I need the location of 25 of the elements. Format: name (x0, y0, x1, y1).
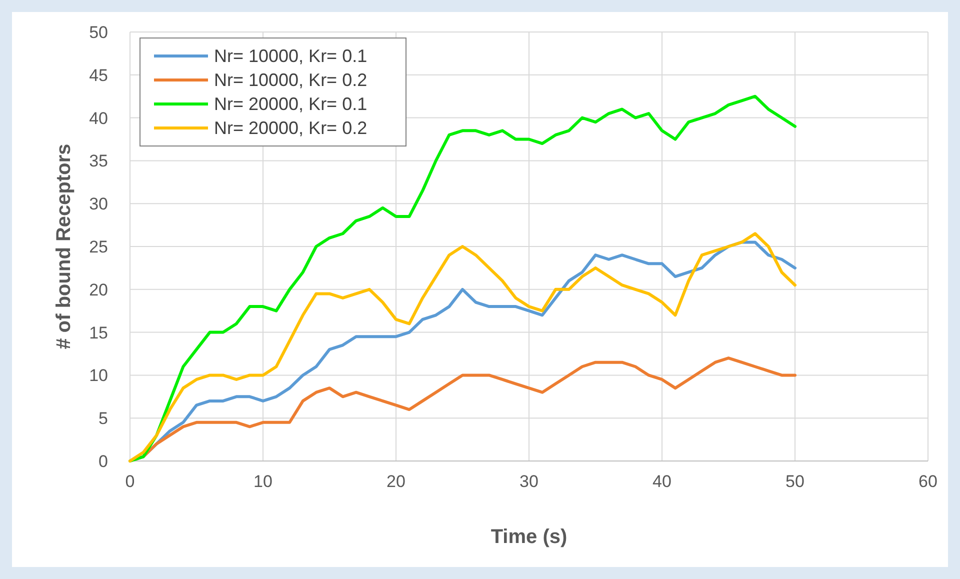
y-tick-label: 0 (98, 452, 108, 471)
x-tick-label: 50 (786, 472, 804, 491)
y-axis-title: # of bound Receptors (53, 144, 75, 350)
legend-label: Nr= 10000, Kr= 0.1 (214, 46, 368, 66)
line-series (128, 94, 796, 462)
legend-label: Nr= 10000, Kr= 0.2 (214, 70, 368, 90)
y-tick-label: 45 (89, 66, 108, 85)
x-tick-label: 20 (386, 472, 406, 491)
x-tick-label: 60 (918, 472, 938, 491)
x-tick-label: 10 (254, 472, 272, 491)
legend-label: Nr= 20000, Kr= 0.1 (214, 94, 368, 114)
y-tick-label: 35 (89, 152, 108, 171)
y-tick-label: 5 (98, 409, 108, 428)
y-tick-label: 25 (89, 238, 108, 256)
y-tick-label: 40 (89, 108, 108, 128)
x-tick-label: 40 (652, 472, 672, 491)
y-tick-label: 50 (89, 23, 108, 42)
x-tick-label: 0 (125, 472, 135, 491)
y-tick-label: 20 (89, 280, 108, 300)
y-tick-label: 15 (89, 323, 108, 342)
y-tick-label: 30 (89, 194, 108, 214)
legend-label: Nr= 20000, Kr= 0.2 (214, 118, 368, 138)
x-tick-label: 30 (520, 472, 538, 491)
y-tick-label: 10 (89, 366, 108, 386)
x-axis-title: Time (s) (490, 526, 568, 548)
